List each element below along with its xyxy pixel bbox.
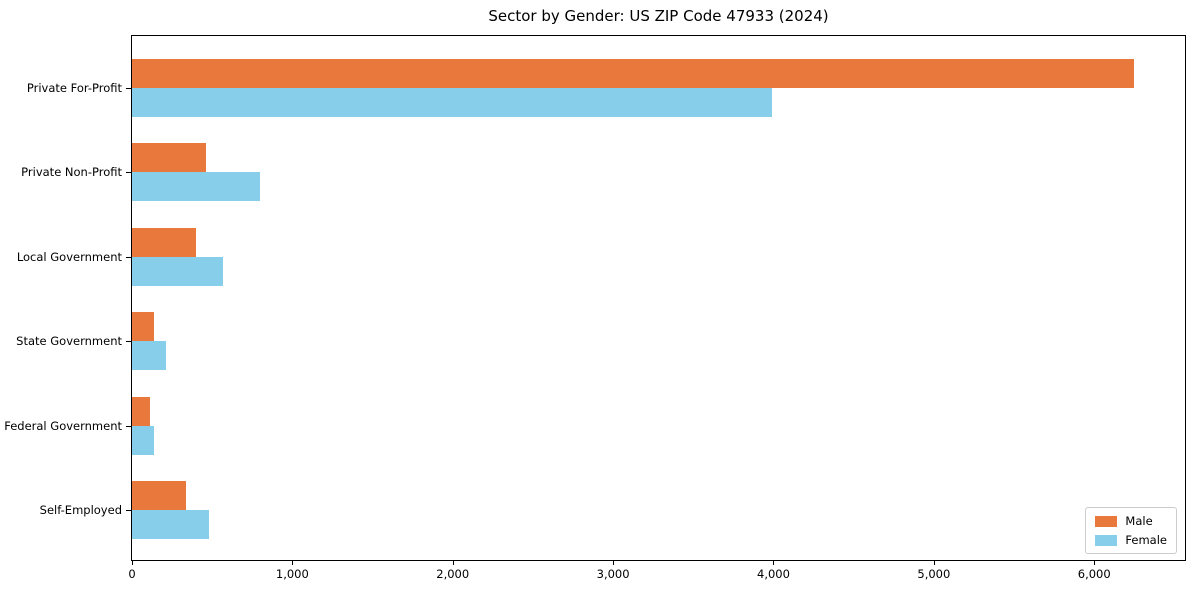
x-axis-tick bbox=[933, 561, 935, 565]
x-axis-tick bbox=[452, 561, 454, 565]
bar-female bbox=[132, 510, 209, 539]
legend-label: Male bbox=[1125, 514, 1153, 528]
x-axis-tick-label: 6,000 bbox=[1077, 567, 1111, 581]
bar-male bbox=[132, 396, 151, 426]
y-axis-label: State Government bbox=[16, 334, 122, 349]
bar-female bbox=[132, 88, 772, 117]
x-axis-tick-label: 2,000 bbox=[436, 567, 470, 581]
legend-label: Female bbox=[1125, 533, 1167, 547]
bar-male bbox=[132, 143, 206, 173]
x-axis-tick bbox=[773, 561, 775, 565]
bar-female bbox=[132, 172, 261, 202]
x-axis-tick-label: 1,000 bbox=[275, 567, 309, 581]
y-axis-label: Local Government bbox=[16, 249, 122, 264]
x-axis-tick bbox=[1094, 561, 1096, 565]
y-axis-label: Federal Government bbox=[4, 418, 122, 433]
y-axis-tick bbox=[126, 341, 131, 343]
bar-male bbox=[132, 227, 197, 257]
plot-area bbox=[131, 35, 1186, 561]
bar-female bbox=[132, 425, 154, 455]
legend: Male Female bbox=[1085, 507, 1177, 554]
y-axis-label: Private For-Profit bbox=[26, 81, 122, 95]
legend-item-male: Male bbox=[1095, 514, 1167, 528]
bar-female bbox=[132, 256, 224, 286]
bar-male bbox=[132, 481, 186, 510]
y-axis-tick bbox=[126, 172, 131, 174]
x-axis-tick-label: 5,000 bbox=[917, 567, 951, 581]
legend-item-female: Female bbox=[1095, 533, 1167, 547]
x-axis-tick-label: 3,000 bbox=[596, 567, 630, 581]
y-axis-tick bbox=[126, 425, 131, 427]
legend-swatch-female-icon bbox=[1095, 534, 1118, 546]
x-axis-tick-label: 4,000 bbox=[757, 567, 790, 581]
bar-male bbox=[132, 312, 155, 342]
bar-male bbox=[132, 59, 1135, 88]
bar-female bbox=[132, 341, 166, 371]
x-axis-tick bbox=[292, 561, 294, 565]
y-axis-tick bbox=[126, 88, 131, 89]
x-axis-tick-label: 0 bbox=[128, 567, 136, 581]
x-axis-tick bbox=[132, 561, 133, 565]
y-axis-tick bbox=[126, 256, 131, 258]
y-axis-label: Self-Employed bbox=[39, 503, 122, 517]
x-axis-tick bbox=[613, 561, 615, 565]
y-axis-label: Private Non-Profit bbox=[21, 165, 122, 180]
legend-swatch-male-icon bbox=[1095, 515, 1118, 527]
chart-title: Sector by Gender: US ZIP Code 47933 (202… bbox=[488, 7, 829, 25]
y-axis-tick bbox=[126, 510, 131, 511]
